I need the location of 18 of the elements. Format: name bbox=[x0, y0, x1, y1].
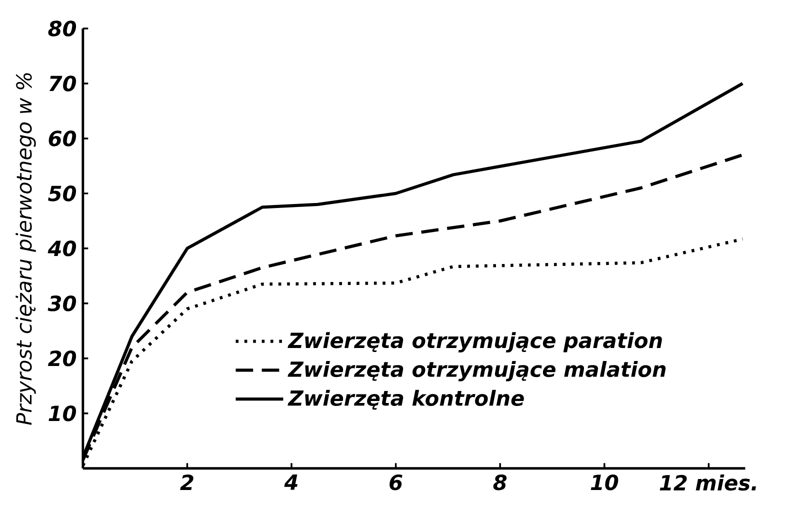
y-tick-label: 10 bbox=[48, 405, 76, 422]
y-tick-label: 60 bbox=[48, 130, 76, 146]
y-tick-label: 30 bbox=[48, 295, 76, 312]
y-tick-label: 40 bbox=[48, 240, 76, 256]
y-tick-label: 70 bbox=[49, 75, 76, 92]
x-tick-label: 6 bbox=[390, 474, 402, 490]
y-tick-label: 20 bbox=[48, 350, 76, 366]
x-tick-label: 10 bbox=[590, 474, 618, 490]
x-tick-label: 12 mies. bbox=[660, 474, 756, 490]
y-axis-title: Przyrost ciężaru pierwotnego w % bbox=[16, 73, 36, 425]
x-tick-label: 2 bbox=[180, 474, 194, 490]
x-tick-label: 4 bbox=[284, 474, 298, 490]
legend-label: Zwierzęta otrzymujące paration bbox=[288, 332, 662, 352]
y-tick-label: 80 bbox=[48, 20, 76, 36]
legend-label: Zwierzęta otrzymujące malation bbox=[288, 360, 666, 382]
x-tick-label: 8 bbox=[493, 474, 507, 490]
y-tick-label: 50 bbox=[48, 185, 76, 202]
legend-label: Zwierzęta kontrolne bbox=[288, 390, 524, 410]
